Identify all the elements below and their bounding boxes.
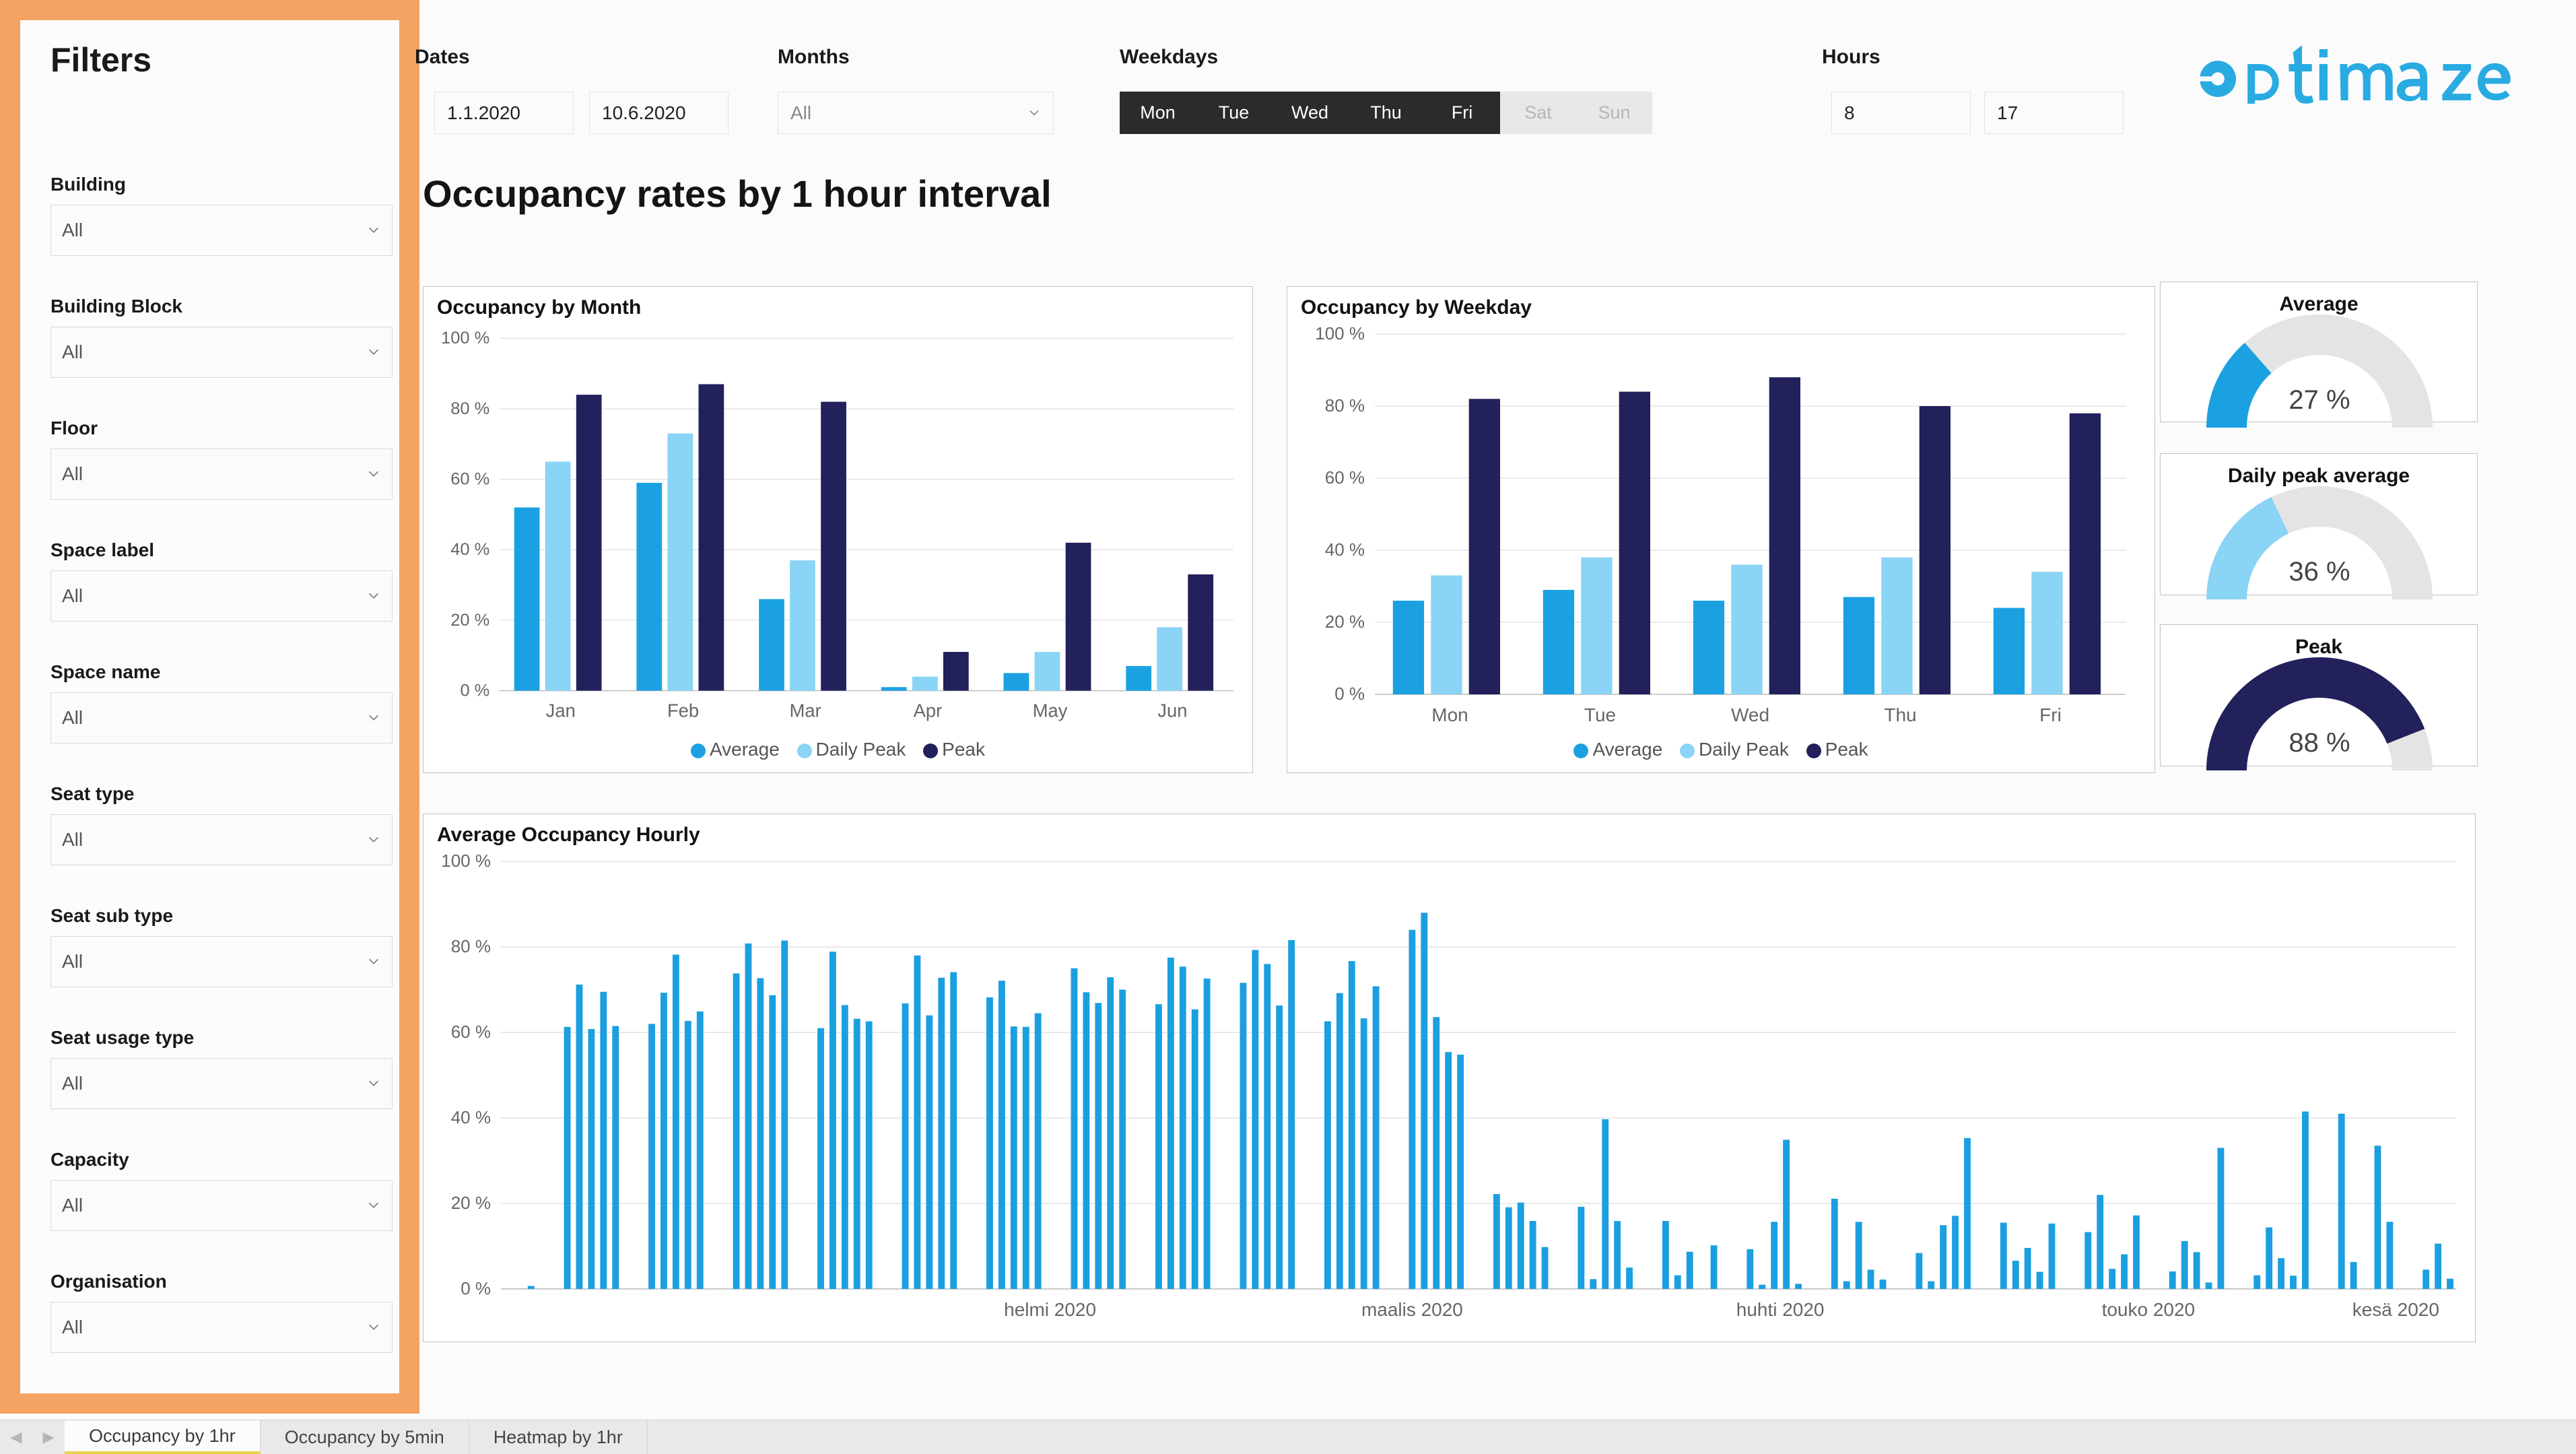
svg-text:kesä 2020: kesä 2020 [2352, 1299, 2439, 1320]
svg-text:Wed: Wed [1731, 704, 1769, 725]
svg-text:80 %: 80 % [451, 936, 491, 956]
svg-text:May: May [1033, 700, 1068, 721]
svg-text:huhti 2020: huhti 2020 [1736, 1299, 1825, 1320]
svg-text:Jun: Jun [1157, 700, 1187, 721]
svg-text:20 %: 20 % [1325, 612, 1365, 632]
svg-text:Fri: Fri [2039, 704, 2062, 725]
svg-text:100 %: 100 % [1315, 327, 1365, 343]
svg-text:36 %: 36 % [2289, 557, 2350, 587]
svg-text:100 %: 100 % [441, 329, 489, 348]
svg-text:Mar: Mar [790, 700, 821, 721]
svg-text:Jan: Jan [546, 700, 576, 721]
svg-text:Feb: Feb [667, 700, 699, 721]
svg-text:80 %: 80 % [1325, 395, 1365, 416]
svg-text:40 %: 40 % [1325, 539, 1365, 560]
svg-text:20 %: 20 % [451, 1193, 491, 1213]
svg-text:Thu: Thu [1884, 704, 1916, 725]
svg-text:80 %: 80 % [450, 399, 489, 418]
svg-text:40 %: 40 % [450, 540, 489, 559]
svg-text:touko 2020: touko 2020 [2102, 1299, 2196, 1320]
svg-text:helmi 2020: helmi 2020 [1004, 1299, 1096, 1320]
svg-text:60 %: 60 % [450, 470, 489, 489]
svg-text:27 %: 27 % [2289, 385, 2350, 415]
svg-text:88 %: 88 % [2289, 728, 2350, 758]
svg-text:Apr: Apr [914, 700, 943, 721]
svg-text:20 %: 20 % [450, 611, 489, 630]
svg-text:100 %: 100 % [441, 855, 491, 871]
svg-text:60 %: 60 % [1325, 467, 1365, 488]
svg-text:Mon: Mon [1431, 704, 1468, 725]
svg-text:40 %: 40 % [451, 1107, 491, 1127]
svg-text:0 %: 0 % [461, 1278, 491, 1298]
svg-text:60 %: 60 % [451, 1022, 491, 1042]
svg-text:0 %: 0 % [460, 681, 489, 700]
svg-text:maalis 2020: maalis 2020 [1361, 1299, 1463, 1320]
svg-text:Tue: Tue [1584, 704, 1616, 725]
svg-text:0 %: 0 % [1334, 684, 1365, 704]
